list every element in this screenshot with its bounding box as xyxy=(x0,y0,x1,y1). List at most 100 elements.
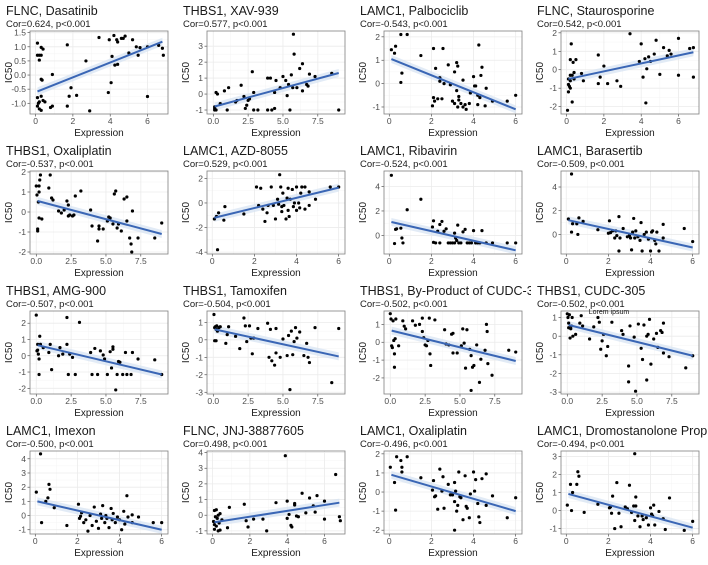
data-point xyxy=(657,249,661,253)
plot-title: LAMC1, Imexon xyxy=(6,424,96,438)
data-point xyxy=(96,372,100,377)
data-point xyxy=(431,478,436,483)
data-point xyxy=(225,108,229,112)
data-point xyxy=(633,452,637,456)
data-point xyxy=(130,250,134,254)
data-point xyxy=(461,518,465,522)
data-point xyxy=(337,326,341,331)
data-point xyxy=(574,332,578,336)
data-point xyxy=(572,70,576,75)
plot-subtitle: Cor=-0.502, p<0.001 xyxy=(360,299,448,310)
data-point xyxy=(215,92,220,96)
y-tick-label: 1 xyxy=(198,317,203,327)
data-point xyxy=(160,221,164,225)
y-axis-label: IC50 xyxy=(358,342,369,364)
plot-subtitle: Cor=-0.509, p<0.001 xyxy=(537,159,625,170)
data-point xyxy=(298,330,302,334)
data-point xyxy=(84,518,88,522)
data-point xyxy=(485,329,489,334)
plot-border xyxy=(29,170,169,255)
y-axis-label: IC50 xyxy=(4,482,15,504)
data-point xyxy=(401,319,405,323)
y-tick-label: 2 xyxy=(375,32,380,42)
data-point xyxy=(130,38,135,42)
data-point xyxy=(392,352,397,356)
x-tick-label: 6 xyxy=(145,116,150,126)
data-point xyxy=(289,329,293,333)
scatter-plot: 0.0 2.5 5.0 7.5 -3 -2 -1 0 1 THBS1, CUDC-305Cor=-… xyxy=(535,284,700,419)
data-point xyxy=(569,42,573,46)
data-point xyxy=(35,53,40,57)
scatter-panel: 0.0 2.5 5.0 7.5 -1 0 1 2 3 THBS1, XAV-939 Cor=0.57… xyxy=(177,0,354,140)
data-point xyxy=(256,326,260,331)
data-point xyxy=(250,352,254,356)
y-tick-label: 0 xyxy=(552,229,557,239)
plot-border xyxy=(383,170,523,255)
data-point xyxy=(313,326,317,330)
regression-line xyxy=(214,186,339,219)
data-point xyxy=(430,104,435,108)
y-tick-label: 3 xyxy=(552,451,557,461)
data-point xyxy=(443,328,447,332)
data-point xyxy=(265,529,269,533)
data-point xyxy=(125,195,129,199)
data-point xyxy=(392,241,397,246)
data-point xyxy=(130,513,134,517)
data-point xyxy=(463,474,467,478)
data-point xyxy=(65,199,69,203)
data-point xyxy=(289,73,293,77)
data-point xyxy=(82,521,86,525)
data-point xyxy=(479,357,483,361)
data-point xyxy=(101,504,105,508)
data-point xyxy=(465,506,469,510)
data-point xyxy=(37,372,41,377)
data-point xyxy=(291,86,295,90)
data-point xyxy=(657,509,661,514)
data-point xyxy=(293,501,297,506)
data-point xyxy=(56,354,61,358)
data-point xyxy=(123,522,127,526)
data-point xyxy=(474,84,478,88)
data-point xyxy=(691,75,696,79)
data-point xyxy=(577,474,581,478)
data-point xyxy=(490,373,494,377)
data-point xyxy=(101,227,105,231)
data-point xyxy=(39,94,43,98)
y-axis-label: IC50 xyxy=(181,202,192,224)
data-point xyxy=(569,172,574,176)
y-tick-label: 0 xyxy=(375,337,380,347)
y-tick-label: -1 xyxy=(372,355,380,365)
data-point xyxy=(277,202,281,206)
y-tick-label: 1 xyxy=(375,55,380,65)
y-tick-label: -1 xyxy=(372,506,380,516)
data-point xyxy=(663,527,667,532)
y-tick-label: -2 xyxy=(372,525,380,535)
data-point xyxy=(283,454,287,458)
data-point xyxy=(280,209,284,214)
data-point xyxy=(242,316,246,320)
data-point xyxy=(455,89,459,93)
data-point xyxy=(587,337,592,341)
x-tick-label: 7.5 xyxy=(312,116,324,126)
data-point xyxy=(290,187,294,192)
data-point xyxy=(121,372,125,377)
data-point xyxy=(400,236,404,240)
data-point xyxy=(393,337,397,341)
x-tick-label: 4 xyxy=(294,256,299,266)
data-point xyxy=(633,236,637,240)
data-point xyxy=(89,208,93,212)
data-point xyxy=(514,93,518,97)
data-point xyxy=(39,108,43,112)
x-tick-label: 5.0 xyxy=(277,396,289,406)
data-point xyxy=(628,236,633,240)
data-point xyxy=(287,214,291,219)
data-point xyxy=(667,496,672,500)
data-point xyxy=(145,94,150,99)
data-point xyxy=(34,184,38,188)
data-point xyxy=(459,101,463,106)
data-point xyxy=(430,225,435,229)
y-tick-label: -1 xyxy=(549,350,557,360)
data-point xyxy=(227,505,231,509)
plot-title: LAMC1, Oxaliplatin xyxy=(360,424,467,438)
regression-line xyxy=(568,492,693,529)
